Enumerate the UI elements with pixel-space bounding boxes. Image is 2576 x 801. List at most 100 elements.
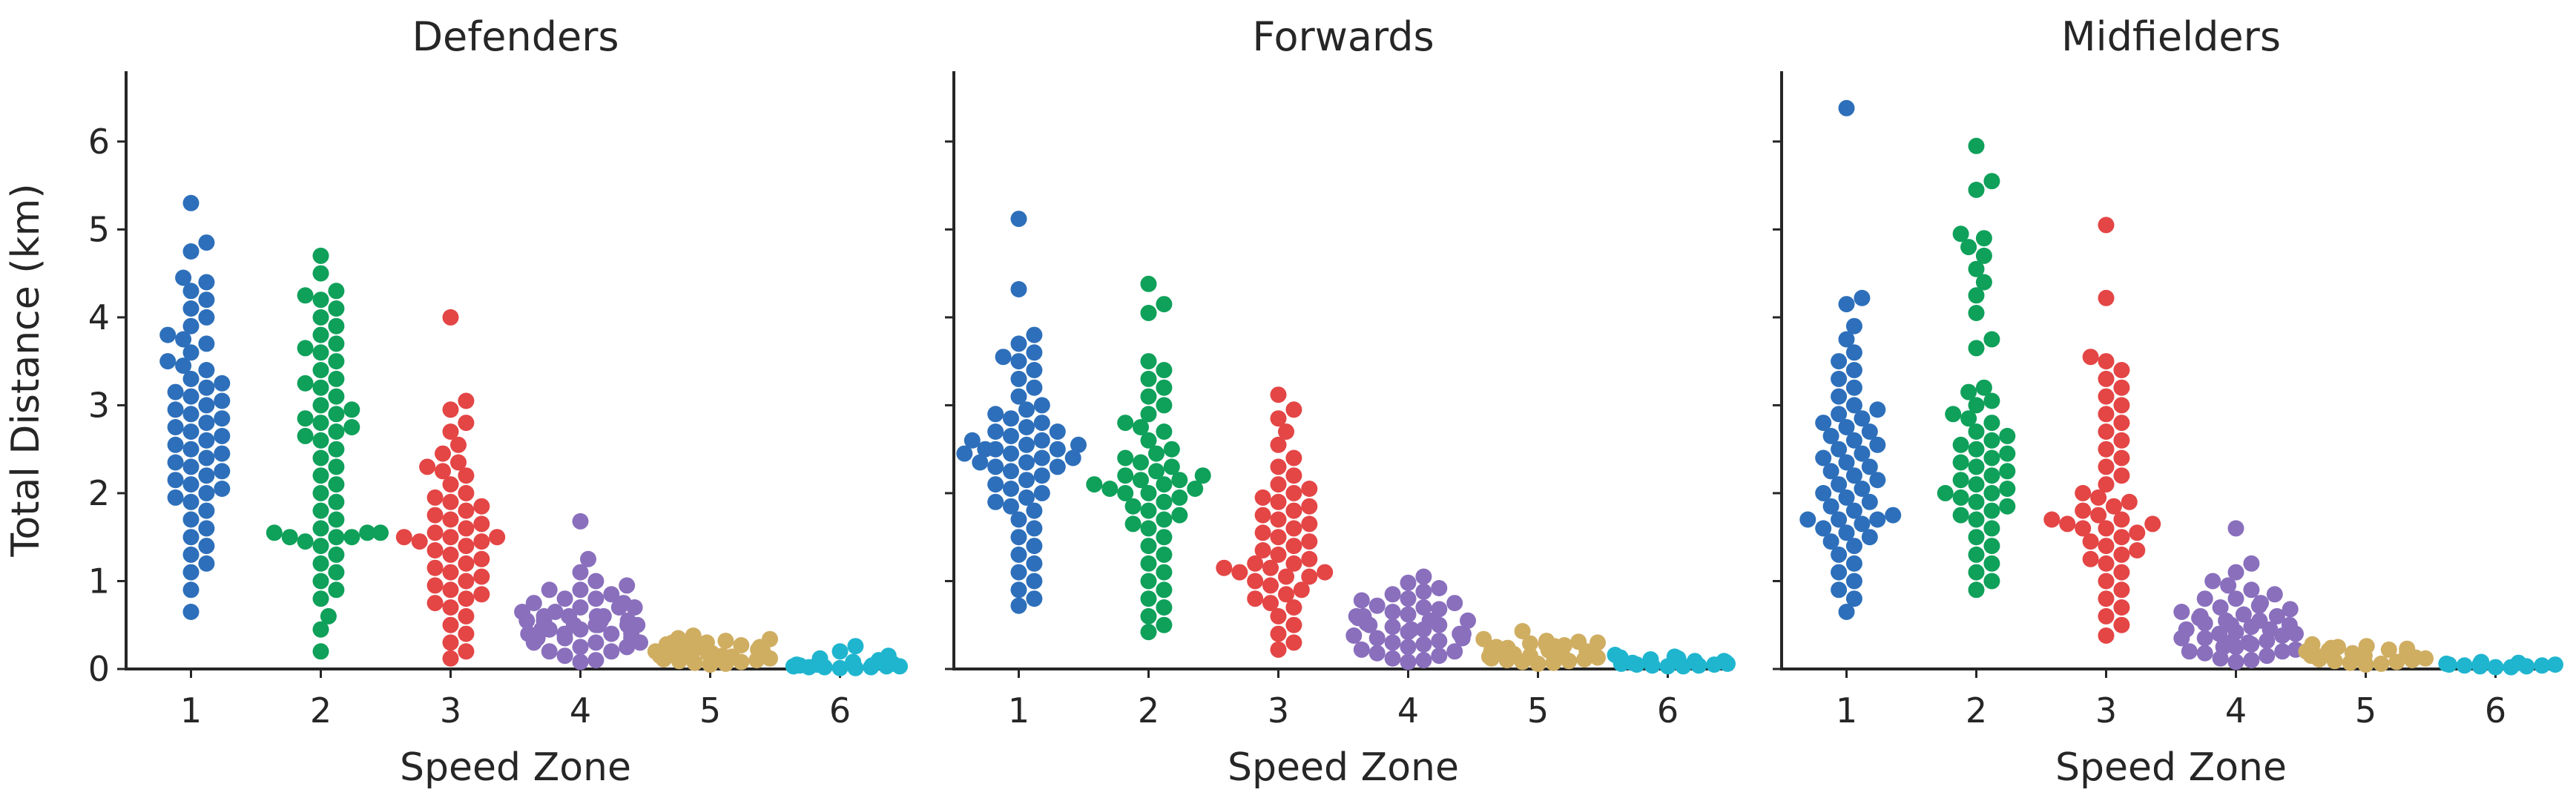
- swarm-point: [1141, 389, 1157, 405]
- swarm-point: [1976, 230, 1992, 246]
- swarm-point: [198, 503, 214, 519]
- panel-midfielders: Midfielders1 2 3 4 5 6Speed Zone: [1773, 13, 2563, 790]
- swarm-point: [2399, 641, 2415, 657]
- swarm-point: [1969, 441, 1985, 458]
- swarm-point: [1003, 481, 1019, 497]
- panel-title: Midfielders: [2061, 13, 2281, 60]
- swarm-point: [1255, 507, 1271, 524]
- swarm-point: [297, 410, 314, 426]
- swarm-point: [183, 494, 200, 510]
- swarm-point: [2083, 349, 2099, 365]
- swarm-point: [1475, 631, 1492, 647]
- swarm-point: [1969, 182, 1985, 198]
- swarm-zone-2: [1086, 276, 1210, 640]
- swarm-point: [1271, 512, 1287, 528]
- swarm-point: [313, 503, 329, 519]
- swarm-point: [1018, 490, 1035, 506]
- swarm-point: [427, 560, 444, 576]
- swarm-point: [458, 485, 474, 501]
- swarm-point: [198, 450, 214, 467]
- swarm-point: [183, 389, 200, 405]
- swarm-point: [603, 643, 619, 659]
- swarm-point: [443, 564, 459, 581]
- swarm-point: [847, 638, 863, 654]
- x-tick-label: 1: [1836, 690, 1857, 731]
- swarm-zone-3: [1216, 386, 1333, 658]
- swarm-point: [458, 626, 474, 642]
- swarm-zone-5: [1475, 623, 1606, 672]
- swarm-point: [1125, 515, 1142, 532]
- swarm-point: [1034, 467, 1050, 484]
- swarm-point: [313, 291, 329, 308]
- swarm-point: [328, 476, 344, 492]
- swarm-point: [443, 494, 459, 510]
- swarm-point: [1999, 463, 2015, 479]
- swarm-point: [1148, 463, 1165, 479]
- swarm-point: [1983, 520, 2000, 536]
- swarm-point: [458, 393, 474, 409]
- swarm-point: [580, 551, 596, 567]
- swarm-point: [168, 437, 184, 453]
- swarm-point: [1348, 608, 1365, 624]
- swarm-point: [1141, 520, 1157, 536]
- swarm-point: [198, 234, 214, 251]
- swarm-point: [1301, 498, 1317, 515]
- swarm-point: [443, 529, 459, 545]
- swarm-point: [1003, 463, 1019, 479]
- swarm-point: [1969, 547, 1985, 563]
- swarm-point: [2330, 639, 2346, 655]
- swarm-point: [1271, 529, 1287, 545]
- swarm-point: [1171, 507, 1187, 524]
- swarm-point: [2113, 415, 2129, 431]
- swarm-point: [1831, 353, 1847, 369]
- swarm-point: [458, 503, 474, 519]
- swarm-point: [1003, 446, 1019, 462]
- swarm-point: [2228, 654, 2244, 670]
- swarm-point: [1164, 441, 1180, 458]
- swarm-point: [328, 318, 344, 334]
- swarm-point: [1011, 281, 1027, 297]
- swarm-point: [541, 643, 558, 659]
- swarm-point: [2098, 371, 2115, 387]
- swarm-point: [214, 410, 230, 426]
- swarm-point: [788, 656, 805, 673]
- swarm-point: [198, 556, 214, 572]
- swarm-point: [1195, 467, 1211, 484]
- swarm-point: [1301, 533, 1317, 550]
- swarm-point: [183, 300, 200, 317]
- y-tick-label: 2: [88, 473, 110, 513]
- swarm-point: [427, 507, 444, 524]
- swarm-point: [1278, 586, 1294, 602]
- swarm-point: [328, 494, 344, 510]
- swarm-zone-1: [1799, 100, 1901, 620]
- swarm-point: [328, 300, 344, 317]
- swarm-point: [1285, 485, 1302, 501]
- swarm-point: [1983, 450, 2000, 467]
- swarm-point: [1034, 432, 1050, 449]
- y-tick-label: 4: [88, 297, 110, 337]
- swarm-point: [328, 406, 344, 422]
- swarm-point: [1969, 476, 1985, 492]
- swarm-point: [1538, 633, 1555, 649]
- swarm-point: [1156, 547, 1172, 563]
- swarm-point: [1815, 520, 1831, 536]
- swarm-point: [1011, 353, 1027, 369]
- swarm-point: [573, 599, 589, 616]
- swarm-point: [458, 556, 474, 572]
- swarm-point: [2282, 601, 2299, 617]
- swarm-point: [2098, 573, 2115, 590]
- swarm-point: [313, 520, 329, 536]
- swarm-point: [313, 643, 329, 659]
- swarm-point: [1446, 595, 1463, 611]
- swarm-point: [313, 248, 329, 264]
- swarm-point: [733, 637, 749, 653]
- swarm-point: [328, 335, 344, 352]
- swarm-point: [1050, 458, 1066, 475]
- swarm-zone-6: [785, 638, 908, 676]
- swarm-point: [1969, 458, 1985, 475]
- swarm-point: [1156, 494, 1172, 510]
- swarm-point: [1156, 617, 1172, 633]
- swarm-point: [1271, 547, 1287, 563]
- swarm-zone-3: [396, 309, 505, 667]
